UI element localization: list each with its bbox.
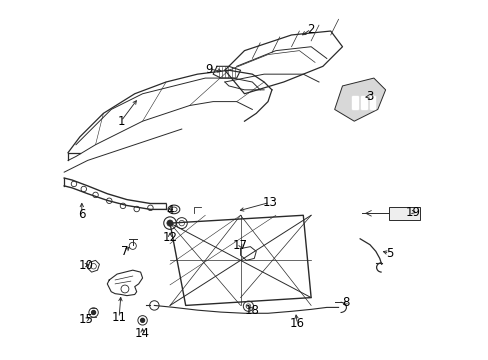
Polygon shape bbox=[360, 96, 366, 109]
Text: 3: 3 bbox=[366, 90, 373, 103]
Text: 11: 11 bbox=[111, 311, 126, 324]
Text: 8: 8 bbox=[342, 296, 349, 309]
Text: 9: 9 bbox=[205, 63, 213, 76]
Polygon shape bbox=[351, 96, 357, 109]
Text: 6: 6 bbox=[78, 208, 85, 221]
Text: 5: 5 bbox=[385, 247, 392, 260]
Circle shape bbox=[91, 311, 95, 314]
Text: 4: 4 bbox=[166, 204, 173, 217]
Text: 15: 15 bbox=[78, 314, 93, 327]
Text: 16: 16 bbox=[289, 318, 305, 330]
Circle shape bbox=[141, 318, 144, 322]
Circle shape bbox=[166, 220, 173, 226]
Text: 17: 17 bbox=[233, 239, 247, 252]
Polygon shape bbox=[334, 78, 385, 121]
FancyBboxPatch shape bbox=[388, 207, 419, 220]
Text: 19: 19 bbox=[405, 206, 420, 219]
Text: 13: 13 bbox=[262, 196, 277, 209]
Text: 18: 18 bbox=[244, 303, 259, 317]
Text: 1: 1 bbox=[117, 115, 124, 128]
Text: 2: 2 bbox=[307, 23, 314, 36]
Polygon shape bbox=[369, 96, 375, 109]
Text: 14: 14 bbox=[135, 327, 150, 340]
Text: 10: 10 bbox=[78, 258, 93, 271]
Text: 12: 12 bbox=[162, 231, 177, 244]
Text: 7: 7 bbox=[121, 245, 128, 258]
